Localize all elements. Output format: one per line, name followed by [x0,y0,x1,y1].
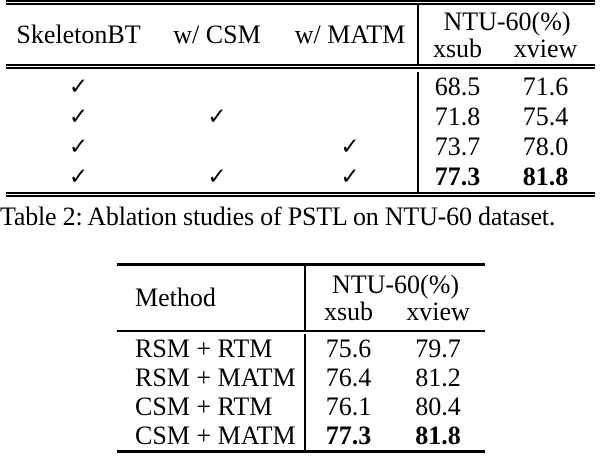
table1-header-rule [6,64,595,69]
table-row: CSM + MATM 77.3 81.8 [117,421,485,450]
table1-top-rule [6,0,595,5]
value-cell-best: 77.3 [325,421,372,450]
check-cell: ✓ [207,104,227,129]
method-cell: CSM + RTM [135,392,273,421]
check-cell [151,72,283,102]
check-cell: ✓ [68,74,89,99]
table1-body: ✓ 68.5 71.6 ✓ ✓ 71.8 75.4 [6,69,595,192]
table-row: ✓ ✓ 73.7 78.0 [6,132,595,162]
table2-header-method: Method [135,283,216,312]
value-cell: 76.1 [325,392,372,421]
table-row: RSM + MATM 76.4 81.2 [117,363,485,392]
value-cell: 79.7 [415,334,461,363]
table-row: CSM + RTM 76.1 80.4 [117,392,485,421]
table1-subheader-xview: xview [513,33,578,63]
method-cell: RSM + MATM [135,363,296,392]
check-cell [283,72,417,102]
table2-subheader-xview: xview [406,297,470,326]
table1-bottom-rule [6,192,595,197]
table2-header-row: Method NTU-60(%) xsub xview [117,266,485,330]
table1-header-matm: w/ MATM [294,19,406,49]
table2-metric-group: NTU-60(%) xsub xview [304,266,485,330]
method-cell: CSM + MATM [135,421,296,450]
value-cell: 80.4 [415,392,461,421]
check-cell: ✓ [68,104,89,129]
table2-subheader-xsub: xsub [323,297,374,326]
value-cell: 75.6 [325,334,372,363]
table-caption: Table 2: Ablation studies of PSTL on NTU… [0,202,556,231]
value-cell: 78.0 [522,132,569,161]
ablation-table: SkeletonBT w/ CSM w/ MATM NTU-60(%) xsub… [6,0,595,197]
value-cell: 75.4 [522,102,569,131]
check-cell [151,132,283,162]
table1-subheader-xsub: xsub [432,33,483,63]
table2-body: RSM + RTM 75.6 79.7 RSM + MATM 76.4 81.2… [117,332,485,450]
value-cell: 73.7 [434,132,481,161]
check-cell: ✓ [68,134,89,159]
table-row: ✓ ✓ ✓ 77.3 81.8 [6,162,595,192]
table-row: ✓ 68.5 71.6 [6,72,595,102]
value-cell: 76.4 [325,363,372,392]
check-cell: ✓ [68,164,89,189]
table1-header-skeletonbt: SkeletonBT [16,19,141,49]
check-cell [283,102,417,132]
check-cell: ✓ [340,134,360,159]
table1-group-header: NTU-60(%) [443,6,571,36]
table2-header-rule [117,330,485,332]
value-cell: 71.8 [434,102,481,131]
value-cell-best: 81.8 [415,421,461,450]
value-cell: 71.6 [522,72,569,101]
table-row: RSM + RTM 75.6 79.7 [117,334,485,363]
table2-group-header: NTU-60(%) [331,270,460,299]
table-row: ✓ ✓ 71.8 75.4 [6,102,595,132]
method-table: Method NTU-60(%) xsub xview RSM + RTM 75… [117,263,485,453]
value-cell: 81.2 [415,363,461,392]
value-cell: 68.5 [434,72,481,101]
method-cell: RSM + RTM [135,334,273,363]
table1-header-row: SkeletonBT w/ CSM w/ MATM NTU-60(%) xsub… [6,5,595,64]
table2-bottom-rule [117,450,485,453]
check-cell: ✓ [340,164,360,189]
value-cell-best: 77.3 [434,162,481,191]
check-cell: ✓ [207,164,227,189]
table2-top-rule [117,263,485,266]
table1-header-csm: w/ CSM [173,19,261,49]
table1-metric-group: NTU-60(%) xsub xview [417,5,595,64]
value-cell-best: 81.8 [522,162,569,191]
